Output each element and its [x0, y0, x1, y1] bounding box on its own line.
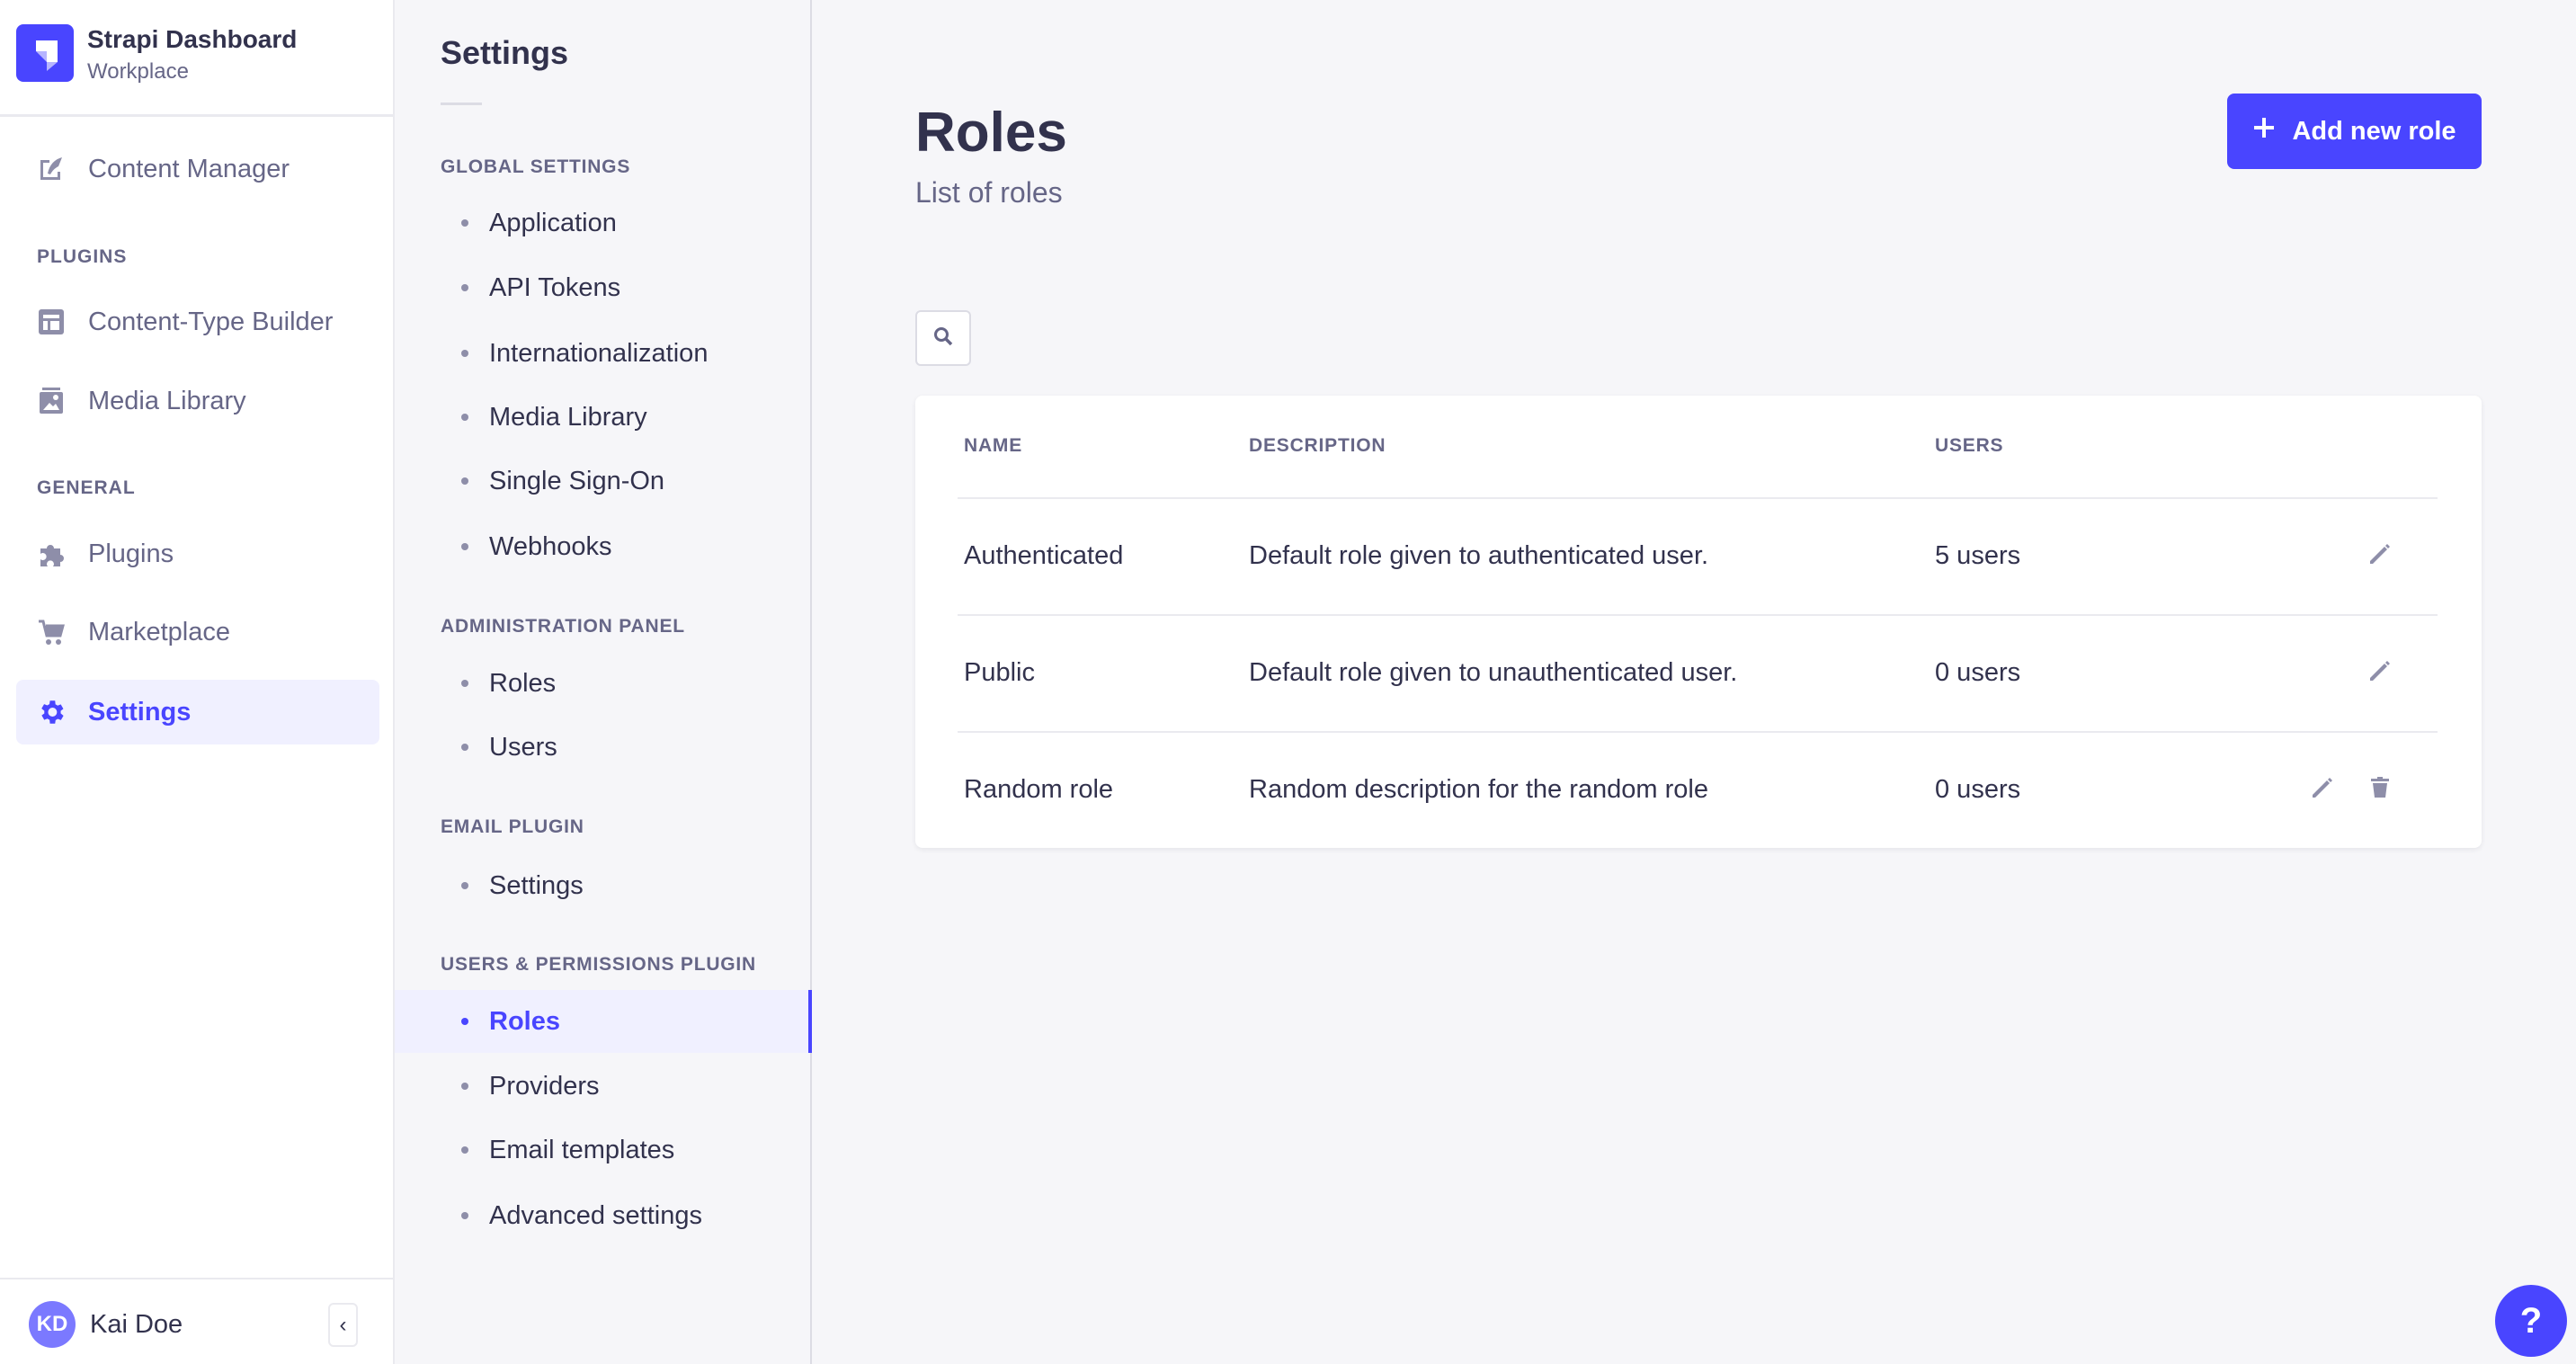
item-label: API Tokens — [489, 272, 621, 302]
sidebar-item-plugins[interactable]: Plugins — [16, 522, 379, 586]
role-name: Public — [964, 658, 1035, 687]
item-label: Email templates — [489, 1135, 675, 1164]
settings-item-email-settings[interactable]: Settings — [395, 854, 812, 917]
cart-icon — [36, 617, 67, 647]
sidebar-section-general: GENERAL — [37, 477, 136, 498]
column-header-name: NAME — [964, 435, 1023, 456]
item-label: Application — [489, 208, 617, 237]
page-subtitle: List of roles — [915, 176, 1063, 209]
roles-table: NAME DESCRIPTION USERS Authenticated Def… — [915, 396, 2482, 848]
role-users: 5 users — [1935, 541, 2021, 570]
item-label: Providers — [489, 1071, 600, 1101]
pencil-icon — [2311, 776, 2334, 804]
collapse-sidebar-button[interactable]: ‹ — [328, 1303, 358, 1347]
column-header-description: DESCRIPTION — [1249, 435, 1386, 456]
add-new-role-button[interactable]: Add new role — [2227, 94, 2482, 169]
sidebar-item-label: Marketplace — [88, 617, 230, 646]
item-label: Roles — [489, 1006, 560, 1036]
pencil-icon — [2368, 542, 2392, 570]
settings-item-internationalization[interactable]: Internationalization — [395, 322, 812, 385]
layout-icon — [36, 307, 67, 337]
role-users: 0 users — [1935, 658, 2021, 687]
strapi-logo — [16, 24, 74, 82]
column-header-users: USERS — [1935, 435, 2004, 456]
role-users: 0 users — [1935, 775, 2021, 804]
section-email-plugin: EMAIL PLUGIN — [441, 816, 584, 837]
settings-item-admin-roles[interactable]: Roles — [395, 652, 812, 715]
sidebar-item-label: Plugins — [88, 539, 174, 568]
chevron-left-icon: ‹ — [339, 1312, 347, 1337]
delete-button[interactable] — [2364, 773, 2396, 806]
settings-item-application[interactable]: Application — [395, 192, 812, 254]
item-label: Roles — [489, 668, 557, 698]
pencil-icon — [2368, 659, 2392, 687]
main-sidebar: Strapi Dashboard Workplace Content Manag… — [0, 0, 395, 1364]
item-label: Single Sign-On — [489, 466, 665, 495]
settings-item-advanced-settings[interactable]: Advanced settings — [395, 1184, 812, 1247]
search-icon — [932, 325, 954, 352]
role-name: Authenticated — [964, 541, 1124, 570]
search-button[interactable] — [915, 310, 971, 366]
settings-item-api-tokens[interactable]: API Tokens — [395, 256, 812, 319]
role-description: Default role given to unauthenticated us… — [1249, 658, 1738, 687]
settings-item-webhooks[interactable]: Webhooks — [395, 515, 812, 578]
section-global-settings: GLOBAL SETTINGS — [441, 156, 631, 177]
item-label: Webhooks — [489, 531, 612, 561]
page-title: Roles — [915, 102, 1067, 164]
settings-nav: Settings GLOBAL SETTINGS Application API… — [395, 0, 812, 1364]
divider — [958, 614, 2438, 616]
divider — [958, 731, 2438, 733]
role-description: Random description for the random role — [1249, 775, 1708, 804]
divider — [0, 114, 395, 117]
item-label: Internationalization — [489, 338, 709, 368]
sidebar-item-settings[interactable]: Settings — [16, 680, 379, 744]
role-description: Default role given to authenticated user… — [1249, 541, 1709, 570]
settings-item-media-library[interactable]: Media Library — [395, 386, 812, 449]
sidebar-item-marketplace[interactable]: Marketplace — [16, 600, 379, 664]
trash-icon — [2369, 776, 2391, 804]
table-row[interactable]: Authenticated Default role given to auth… — [915, 499, 2482, 614]
table-row[interactable]: Random role Random description for the r… — [915, 733, 2482, 848]
edit-button[interactable] — [2364, 539, 2396, 572]
workspace-name: Workplace — [87, 59, 189, 84]
settings-item-providers[interactable]: Providers — [395, 1055, 812, 1118]
sidebar-item-label: Content-Type Builder — [88, 307, 334, 336]
sidebar-item-label: Content Manager — [88, 154, 290, 183]
picture-icon — [36, 386, 67, 416]
divider — [441, 103, 482, 105]
sidebar-item-content-manager[interactable]: Content Manager — [16, 137, 379, 201]
table-row[interactable]: Public Default role given to unauthentic… — [915, 616, 2482, 731]
add-new-role-label: Add new role — [2292, 116, 2456, 146]
gear-icon — [36, 697, 67, 727]
avatar[interactable]: KD — [29, 1301, 76, 1348]
edit-button[interactable] — [2306, 773, 2339, 806]
settings-title: Settings — [441, 34, 569, 71]
settings-item-email-templates[interactable]: Email templates — [395, 1119, 812, 1181]
sidebar-item-media-library[interactable]: Media Library — [16, 369, 379, 433]
divider — [958, 497, 2438, 499]
item-label: Users — [489, 732, 557, 762]
sidebar-item-content-type-builder[interactable]: Content-Type Builder — [16, 290, 379, 354]
sidebar-item-label: Media Library — [88, 386, 246, 415]
divider — [0, 1278, 395, 1279]
item-label: Settings — [489, 870, 584, 900]
item-label: Media Library — [489, 402, 647, 432]
settings-item-users[interactable]: Users — [395, 716, 812, 779]
settings-item-up-roles[interactable]: Roles — [395, 990, 812, 1053]
section-users-permissions-plugin: USERS & PERMISSIONS PLUGIN — [441, 954, 757, 975]
user-name[interactable]: Kai Doe — [90, 1310, 183, 1339]
puzzle-icon — [36, 539, 67, 569]
app-name: Strapi Dashboard — [87, 25, 298, 53]
section-administration-panel: ADMINISTRATION PANEL — [441, 616, 685, 637]
settings-item-single-sign-on[interactable]: Single Sign-On — [395, 450, 812, 513]
sidebar-item-label: Settings — [88, 697, 192, 727]
plus-icon — [2252, 116, 2276, 147]
sidebar-section-plugins: PLUGINS — [37, 246, 128, 267]
help-button[interactable]: ? — [2495, 1285, 2567, 1357]
item-label: Advanced settings — [489, 1200, 702, 1230]
edit-button[interactable] — [2364, 656, 2396, 689]
feather-icon — [36, 154, 67, 184]
role-name: Random role — [964, 775, 1114, 804]
